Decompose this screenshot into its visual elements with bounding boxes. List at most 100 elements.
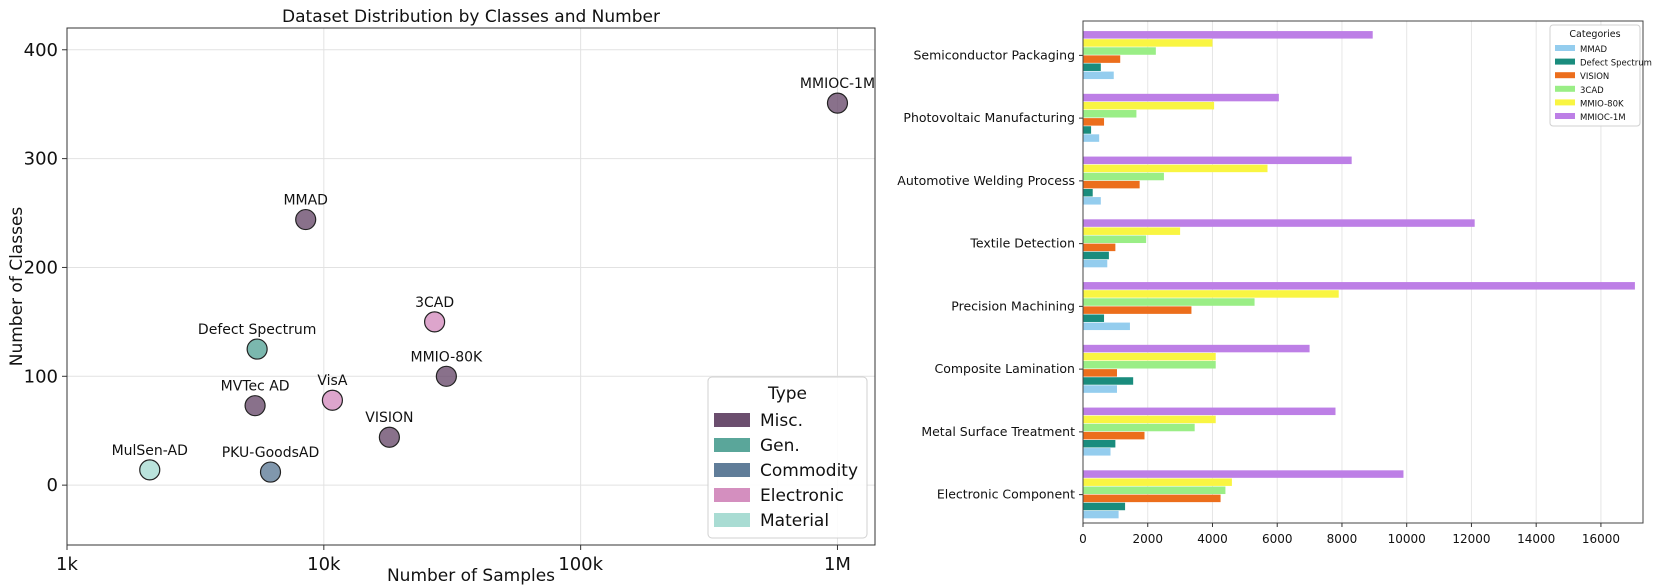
chart-title: Dataset Distribution by Classes and Numb… [282,7,660,27]
legend-swatch [714,413,750,427]
point-label: VisA [317,373,347,389]
bar-x-tick-label: 16000 [1582,532,1620,546]
point-label: PKU-GoodsAD [222,445,320,461]
data-point [295,208,317,231]
bar [1083,71,1114,80]
bar-x-tick-label: 4000 [1197,532,1228,546]
point-label: MMIOC-1M [800,76,875,92]
bar [1083,39,1213,47]
point-label: MMAD [283,193,328,209]
category-label: Semiconductor Packaging [913,47,1075,62]
bar-x-tick-label: 14000 [1517,532,1555,546]
bar [1083,259,1108,268]
bar-legend-swatch [1555,72,1575,79]
x-axis-label: Number of Samples [387,566,555,586]
bar-legend-title: Categories [1569,29,1620,40]
bar [1083,423,1195,432]
bar [1083,344,1310,353]
category-label: Precision Machining [951,298,1075,313]
bar [1083,251,1109,260]
bar [1083,31,1373,39]
bar-legend-label: VISION [1580,72,1609,82]
category-label: Electronic Component [937,487,1075,502]
category-label: Automotive Welding Process [897,173,1075,188]
bar-x-tick-label: 12000 [1452,532,1490,546]
bar [1083,219,1475,227]
bar [1083,415,1216,424]
bar [1083,156,1352,165]
legend-swatch [714,513,750,527]
bar [1083,369,1117,377]
data-point [246,338,268,360]
bar-x-tick-label: 10000 [1388,532,1426,546]
bar [1083,306,1192,314]
legend-swatch [714,463,750,477]
point-label: MVTec AD [221,379,290,395]
bar [1083,298,1255,306]
bar [1083,134,1100,142]
bar [1083,282,1635,290]
x-tick-label: 100k [558,554,603,575]
scatter-chart: 1k 10k 100k 1M 0 100 200 300 400 Dataset Distribu… [7,7,876,586]
point-label: MMIO-80K [410,349,483,365]
bar [1083,227,1181,235]
bar [1083,47,1156,55]
bar [1083,385,1117,393]
bar-legend-label: 3CAD [1580,86,1604,96]
bar-legend-label: MMAD [1580,45,1607,55]
bar [1083,502,1126,511]
bar [1083,55,1121,63]
bar [1083,126,1092,134]
bar [1083,197,1101,205]
legend-title: Type [767,384,807,404]
plot-frame [66,27,876,546]
y-tick-label: 200 [24,257,58,278]
x-tick-label: 1M [824,554,851,575]
category-label: Textile Detection [969,236,1075,251]
legend-label: Misc. [760,411,803,431]
bar [1083,93,1279,102]
bar-legend-swatch [1555,58,1575,65]
bar [1083,235,1147,244]
bar [1083,431,1145,440]
bar [1083,377,1134,385]
category-label: Composite Lamination [935,361,1076,376]
bar [1083,180,1140,189]
bar [1083,510,1119,519]
bar-legend-swatch [1555,85,1575,92]
x-tick-label: 1k [56,554,78,575]
legend-swatch [714,438,750,452]
bar [1083,486,1226,495]
bar-legend-label: Defect Spectrum [1580,59,1652,69]
bar-x-tick-label: 8000 [1327,532,1358,546]
data-point [244,395,266,417]
bar [1083,361,1216,369]
point-label: Defect Spectrum [198,322,316,338]
bar-x-tick-label: 0 [1079,532,1087,546]
bar-legend-label: MMIO-80K [1580,99,1624,109]
legend-label: Electronic [760,486,844,506]
bar-legend-swatch [1555,99,1575,106]
legend-label: Commodity [760,461,858,481]
data-point [259,461,282,483]
bar-x-tick-label: 6000 [1262,532,1293,546]
y-axis-label: Number of Classes [7,207,27,367]
bar [1083,478,1232,486]
legend-swatch [714,488,750,502]
point-label: MulSen-AD [112,443,188,459]
y-tick-label: 100 [24,366,58,387]
bar [1083,470,1404,478]
data-point [826,92,849,114]
bar [1083,407,1336,416]
bar [1083,63,1101,71]
data-point [139,459,161,481]
bar [1083,188,1093,197]
legend-label: Gen. [760,436,800,456]
legend-label: Material [760,511,829,531]
point-label: 3CAD [415,295,454,311]
bar-legend-label: MMIOC-1M [1580,113,1626,123]
data-point [321,389,344,411]
bar [1083,118,1105,126]
category-label: Photovoltaic Manufacturing [903,110,1075,125]
